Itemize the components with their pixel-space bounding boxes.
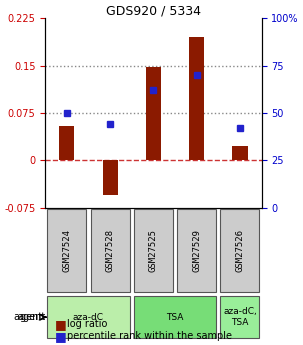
Text: log ratio: log ratio [67, 319, 107, 329]
Bar [146, 67, 161, 160]
Text: ■: ■ [55, 318, 66, 331]
Title: GDS920 / 5334: GDS920 / 5334 [106, 4, 201, 17]
Bar [59, 126, 74, 160]
Text: agent: agent [14, 312, 45, 322]
Bar [189, 37, 204, 160]
Text: aza-dC,
TSA: aza-dC, TSA [223, 307, 257, 327]
FancyBboxPatch shape [221, 209, 259, 292]
FancyBboxPatch shape [134, 209, 173, 292]
FancyBboxPatch shape [91, 209, 130, 292]
Text: percentile rank within the sample: percentile rank within the sample [67, 332, 232, 341]
FancyBboxPatch shape [47, 296, 130, 338]
Text: aza-dC: aza-dC [73, 313, 104, 322]
FancyBboxPatch shape [177, 209, 216, 292]
Text: TSA: TSA [166, 313, 184, 322]
Text: ■: ■ [55, 330, 66, 343]
Text: GSM27526: GSM27526 [235, 229, 245, 272]
Text: GSM27524: GSM27524 [62, 229, 71, 272]
FancyBboxPatch shape [134, 296, 216, 338]
Text: GSM27528: GSM27528 [105, 229, 115, 272]
FancyBboxPatch shape [47, 209, 86, 292]
Bar [232, 146, 248, 160]
Text: GSM27529: GSM27529 [192, 229, 201, 272]
FancyBboxPatch shape [221, 296, 259, 338]
Text: agent: agent [18, 312, 46, 322]
Bar [102, 160, 118, 195]
Text: GSM27525: GSM27525 [149, 229, 158, 272]
